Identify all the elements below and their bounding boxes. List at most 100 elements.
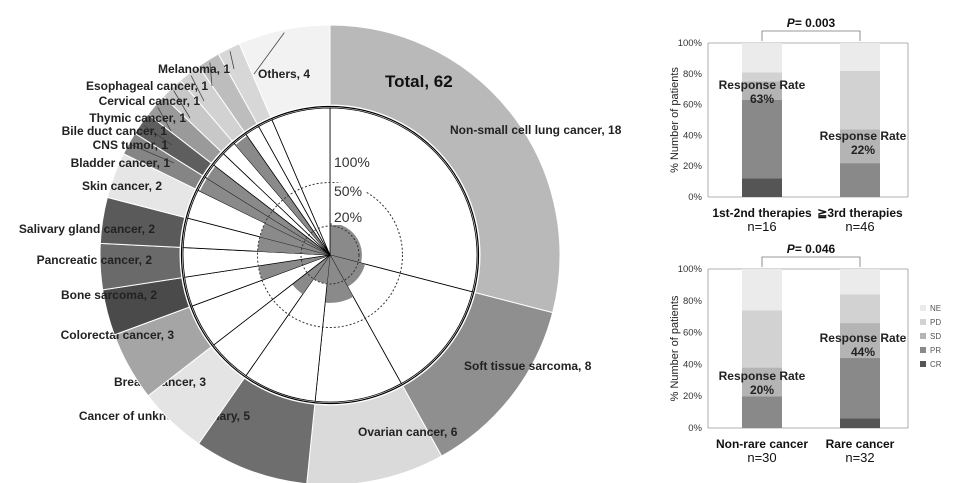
donut-slice-label: Bile duct cancer, 1 [62, 124, 168, 138]
donut-slice-label: Melanoma, 1 [158, 62, 230, 76]
response-rate-value: 22% [851, 143, 875, 157]
donut-slice-label: Ovarian cancer, 6 [358, 425, 458, 439]
bar-chart-rarity: 0% 20% 40% 60% 80% 100% % Number of patients No… [669, 242, 909, 465]
inner-ring-outline [180, 105, 480, 405]
response-rate-label: Response Rate [820, 129, 907, 143]
donut-slice-label: Pancreatic cancer, 2 [37, 253, 153, 267]
bar-segment [742, 178, 782, 197]
bar-segment [840, 70, 880, 130]
ring-label: 100% [334, 154, 370, 170]
y-tick-label: 40% [683, 359, 703, 370]
legend-swatch [920, 319, 926, 325]
legend-label: CR [930, 360, 942, 369]
y-tick-label: 0% [688, 423, 702, 434]
legend-swatch [920, 333, 926, 339]
response-wedge [259, 223, 330, 255]
legend-swatch [920, 347, 926, 353]
y-axis-label: % Number of patients [669, 295, 681, 401]
x-category-label: Rare cancer [826, 437, 895, 451]
response-wedge [325, 255, 354, 303]
x-category-n: n=16 [747, 219, 776, 234]
leader-line [229, 51, 235, 70]
bar-segment [840, 269, 880, 295]
donut-slice-label: Non-small cell lung cancer, 18 [450, 123, 622, 137]
bar-segment [742, 81, 782, 100]
donut-slice-outer [238, 24, 331, 118]
bar-segment [742, 43, 782, 73]
donut-slice-label: Esophageal cancer, 1 [86, 79, 208, 93]
reference-circle [257, 182, 403, 328]
p-value-label: P= 0.046 [787, 242, 836, 256]
legend-label: SD [930, 332, 941, 341]
leader-line [157, 106, 172, 132]
bar-segment [742, 396, 782, 428]
x-category-label: ≧3rd therapies [817, 206, 903, 220]
bar-segment [840, 358, 880, 419]
leader-line [173, 90, 191, 119]
response-rate-label: Response Rate [820, 331, 907, 345]
donut-slice-label: Skin cancer, 2 [82, 179, 162, 193]
donut-slice-label: Thymic cancer, 1 [89, 111, 186, 125]
significance-bracket [761, 30, 861, 41]
reference-circle [300, 225, 360, 285]
response-rate-value: 44% [851, 345, 875, 359]
response-wedge [313, 255, 330, 284]
bar-segment [840, 43, 880, 71]
response-wedge [258, 255, 330, 281]
response-rate-value: 63% [750, 92, 774, 106]
leader-line [190, 75, 205, 102]
legend-label: PR [930, 346, 941, 355]
x-category-n: n=46 [845, 219, 874, 234]
donut-slice-inner [271, 107, 331, 256]
bar-legend: NE PD SD PR CR [920, 304, 942, 369]
donut-chart: Non-small cell lung cancer, 18 Soft tissu… [19, 24, 622, 483]
leader-line [143, 124, 173, 146]
ring-label-bg [332, 183, 366, 199]
donut-slice-label: Bone sarcoma, 2 [61, 288, 157, 302]
y-tick-label: 100% [678, 38, 703, 49]
response-wedge [199, 178, 330, 255]
donut-slice-inner [329, 107, 478, 293]
response-rate-label: Response Rate [719, 369, 806, 383]
response-rate-value: 20% [750, 383, 774, 397]
ring-label-bg [332, 209, 366, 225]
donut-slice-label: Soft tissue sarcoma, 8 [464, 359, 592, 373]
significance-bracket [761, 256, 861, 267]
y-tick-label: 0% [688, 192, 702, 203]
bar-segment [742, 99, 782, 179]
donut-slice-label: Others, 4 [258, 67, 310, 81]
x-category-label: Non-rare cancer [716, 437, 808, 451]
response-wedge [330, 223, 362, 263]
legend-swatch [920, 305, 926, 311]
bar-chart-therapy-line: 0% 20% 40% 60% 80% 100% % Number of patients 1s… [669, 16, 909, 234]
y-tick-label: 100% [678, 264, 703, 275]
leader-line [209, 62, 213, 87]
legend-label: NE [930, 304, 941, 313]
ring-label: 50% [334, 183, 362, 199]
donut-total-title: Total, 62 [385, 72, 453, 91]
y-tick-label: 80% [683, 69, 703, 80]
legend-label: PD [930, 318, 941, 327]
response-rate-label: Response Rate [719, 78, 806, 92]
bar-segment [742, 72, 782, 82]
y-axis-label: % Number of patients [669, 67, 681, 173]
x-category-label: 1st-2nd therapies [712, 206, 812, 220]
bar-segment [840, 294, 880, 324]
bar-segment [840, 129, 880, 164]
y-tick-label: 20% [683, 161, 703, 172]
x-category-n: n=32 [845, 450, 874, 465]
y-tick-label: 40% [683, 130, 703, 141]
response-wedge [330, 255, 366, 287]
ring-label: 20% [334, 209, 362, 225]
bar-segment [840, 163, 880, 197]
bar-segment [840, 323, 880, 359]
donut-slice-outer [329, 24, 561, 314]
bar-segment [742, 367, 782, 397]
y-tick-label: 60% [683, 328, 703, 339]
leader-line [253, 32, 285, 75]
donut-slice-inner [329, 254, 473, 385]
ring-label-bg [332, 154, 366, 170]
donut-slice-label: Cervical cancer, 1 [99, 94, 201, 108]
donut-slice-outer [306, 385, 443, 483]
